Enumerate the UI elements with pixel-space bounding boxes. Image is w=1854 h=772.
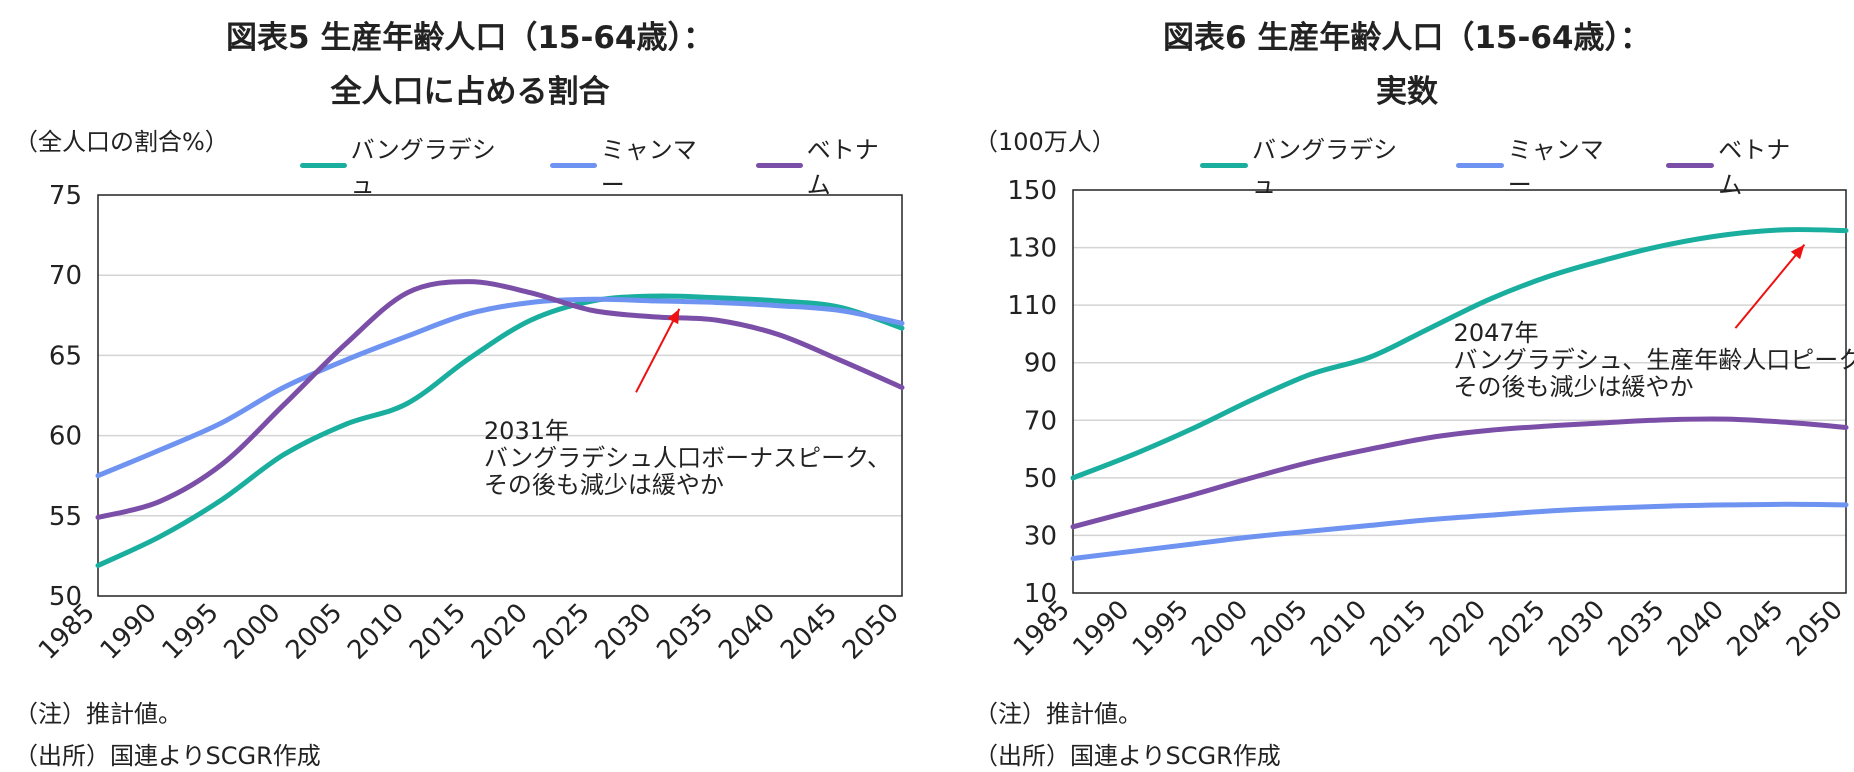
legend-item-vietnam: ベトナム [1666, 130, 1806, 200]
x-tick-label: 2005 [1246, 595, 1314, 663]
annotation-text-line: 2047年 [1454, 319, 1539, 347]
x-tick-label: 2045 [1721, 595, 1789, 663]
x-tick-label: 2010 [342, 598, 410, 666]
x-tick-label: 2045 [775, 598, 843, 666]
x-tick-label: 2000 [1186, 595, 1254, 663]
chart-title-count-line2: 実数 [1376, 74, 1438, 110]
plot-frame [97, 194, 903, 597]
y-unit-label-count: （100万人） [974, 128, 1116, 156]
plot-area-count: 1030507090110130150198519901995200020052… [1007, 176, 1854, 663]
x-tick-label: 2050 [837, 598, 905, 666]
chart-title-share-line2: 全人口に占める割合 [330, 74, 610, 110]
y-unit-label-share: （全人口の割合%） [14, 128, 229, 156]
x-tick-label: 1995 [1127, 595, 1195, 663]
x-tick-label: 2040 [1662, 595, 1730, 663]
y-tick-label: 70 [49, 261, 82, 291]
legend-count: バングラデシュ ミャンマー ベトナム [1200, 130, 1854, 200]
x-tick-label: 2030 [1543, 595, 1611, 663]
y-tick-label: 70 [1024, 406, 1057, 436]
series-line-0 [95, 293, 905, 568]
legend-item-bangladesh: バングラデシュ [300, 130, 502, 200]
legend-label-myanmar: ミャンマー [1507, 136, 1604, 199]
annotation-text-line: バングラデシュ人口ボーナスピーク、 [484, 444, 891, 472]
note-estimate-count: （注）推計値。 [974, 700, 1142, 728]
legend-swatch-vietnam [756, 162, 803, 168]
series-line-2 [1070, 416, 1849, 530]
series-line-1 [1070, 501, 1849, 561]
y-tick-label: 10 [1024, 579, 1057, 609]
chart-title-share-line1: 図表5 生産年齢人口（15-64歳）： [225, 20, 714, 56]
x-tick-label: 1990 [1067, 595, 1135, 663]
chart-title-count-line1: 図表6 生産年齢人口（15-64歳）： [1162, 20, 1651, 56]
annotation-text-line: その後も減少は緩やか [1454, 373, 1694, 401]
y-tick-label: 75 [49, 181, 82, 211]
x-tick-label: 2020 [466, 598, 534, 666]
legend-label-vietnam: ベトナム [1718, 136, 1791, 199]
y-tick-label: 150 [1007, 176, 1057, 206]
note-source-share: （出所）国連よりSCGR作成 [14, 742, 321, 770]
annotation-arrow-line [1734, 244, 1806, 329]
y-tick-label: 130 [1007, 234, 1057, 264]
legend-share: バングラデシュ ミャンマー ベトナム [300, 130, 940, 200]
x-tick-label: 1990 [95, 598, 163, 666]
x-tick-label: 2025 [1484, 595, 1552, 663]
y-tick-label: 110 [1007, 291, 1057, 321]
legend-swatch-bangladesh [1200, 162, 1248, 168]
x-tick-label: 2010 [1305, 595, 1373, 663]
legend-item-myanmar: ミャンマー [1455, 130, 1618, 200]
plot-area-share: 5055606570751985199019952000200520102015… [33, 181, 905, 666]
x-tick-label: 2025 [528, 598, 596, 666]
note-source-count: （出所）国連よりSCGR作成 [974, 742, 1281, 770]
legend-item-bangladesh: バングラデシュ [1200, 130, 1408, 200]
x-tick-label: 2040 [713, 598, 781, 666]
legend-item-vietnam: ベトナム [756, 130, 892, 200]
x-tick-label: 2005 [280, 598, 348, 666]
x-tick-label: 1995 [157, 598, 225, 666]
legend-swatch-vietnam [1666, 162, 1715, 168]
legend-swatch-myanmar [550, 162, 597, 168]
annotation-text-line: バングラデシュ、生産年齢人口ピーク [1454, 346, 1854, 374]
note-estimate-share: （注）推計値。 [14, 700, 182, 728]
annotation-arrow-head [1790, 244, 1805, 260]
x-tick-label: 2015 [404, 598, 472, 666]
x-tick-label: 2050 [1781, 595, 1849, 663]
annotation-text-line: その後も減少は緩やか [484, 471, 724, 499]
legend-label-bangladesh: バングラデシュ [350, 136, 496, 199]
legend-label-vietnam: ベトナム [806, 136, 879, 199]
plot-frame [1072, 189, 1847, 594]
series-line-1 [95, 296, 905, 479]
y-tick-label: 50 [49, 582, 82, 612]
y-tick-label: 60 [49, 422, 82, 452]
y-tick-label: 30 [1024, 521, 1057, 551]
legend-swatch-myanmar [1455, 162, 1504, 168]
y-tick-label: 55 [49, 502, 82, 532]
y-tick-label: 90 [1024, 349, 1057, 379]
annotation-arrow-line [635, 308, 681, 393]
x-tick-label: 2035 [651, 598, 719, 666]
x-tick-label: 2015 [1365, 595, 1433, 663]
chart-panel-share: 図表5 生産年齢人口（15-64歳）： 全人口に占める割合 （全人口の割合%） … [14, 20, 940, 770]
series-line-0 [1070, 227, 1849, 481]
annotation-arrow-head [667, 308, 680, 325]
annotation-text-line: 2031年 [484, 417, 569, 445]
x-tick-label: 2020 [1424, 595, 1492, 663]
legend-label-bangladesh: バングラデシュ [1251, 136, 1398, 199]
x-tick-label: 2030 [590, 598, 658, 666]
series-line-2 [95, 279, 905, 520]
y-tick-label: 65 [49, 341, 82, 371]
chart-panel-count: 図表6 生産年齢人口（15-64歳）： 実数 （100万人） バングラデシュ ミ… [960, 0, 1854, 772]
legend-swatch-bangladesh [300, 162, 347, 168]
y-tick-label: 50 [1024, 464, 1057, 494]
x-tick-label: 2035 [1603, 595, 1671, 663]
x-tick-label: 2000 [218, 598, 286, 666]
